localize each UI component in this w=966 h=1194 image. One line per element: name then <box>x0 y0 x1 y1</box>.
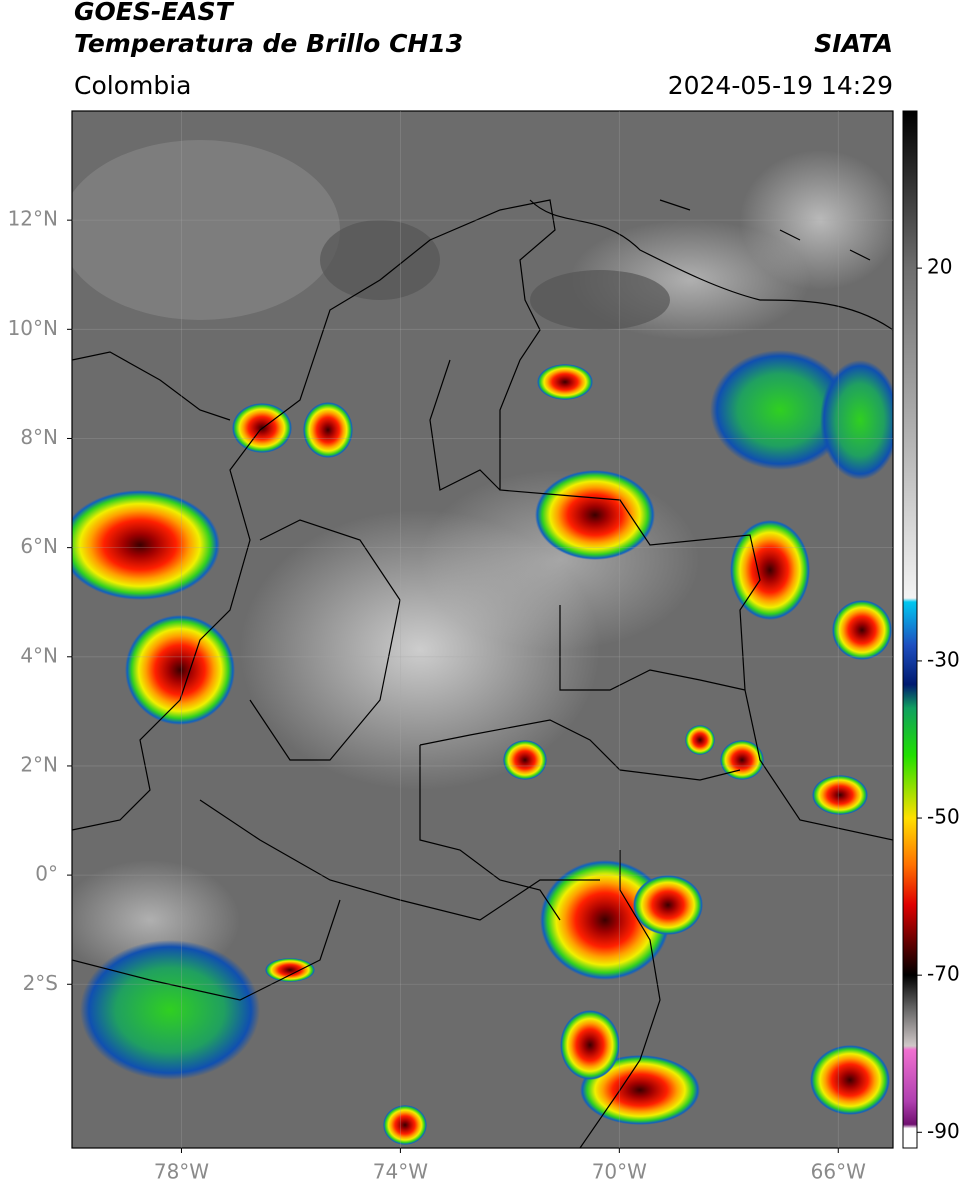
y-tick-label: 2°N <box>20 752 58 776</box>
region: Colombia <box>74 71 191 100</box>
graticule <box>72 111 893 1148</box>
y-tick-label: 6°N <box>20 534 58 558</box>
colorbar-tick-label: -90 <box>927 1119 960 1143</box>
colorbar-ticks: 20 -30 -50 -70 -90 <box>917 255 960 1143</box>
satellite-image <box>72 111 893 1148</box>
x-tick-label: 66°W <box>811 1160 866 1184</box>
x-tick-label: 78°W <box>154 1160 209 1184</box>
y-tick-label: 12°N <box>8 207 58 231</box>
colorbar-tick-label: 20 <box>927 255 952 279</box>
product-title: Temperatura de Brillo CH13 <box>74 29 463 58</box>
y-tick-label: 2°S <box>23 971 58 995</box>
y-tick-label: 10°N <box>8 316 58 340</box>
map-frame <box>71 110 894 1149</box>
colorbar-tick-label: -70 <box>927 962 960 986</box>
colorbar-tick-label: -30 <box>927 647 960 671</box>
y-tick-label: 4°N <box>20 643 58 667</box>
y-tick-label: 0° <box>35 862 58 886</box>
y-tick-label: 8°N <box>20 425 58 449</box>
x-tick-label: 70°W <box>592 1160 647 1184</box>
satellite-title: GOES-EAST <box>74 0 235 26</box>
source: SIATA <box>814 29 893 58</box>
timestamp: 2024-05-19 14:29 <box>668 71 893 100</box>
colorbar <box>902 110 918 1149</box>
colorbar-tick-label: -50 <box>927 805 960 829</box>
axes: 78°W 74°W 70°W 66°W 12°N 10°N 8°N 6°N 4°N 2°N 0° 2°… <box>8 207 867 1184</box>
x-tick-label: 74°W <box>373 1160 428 1184</box>
